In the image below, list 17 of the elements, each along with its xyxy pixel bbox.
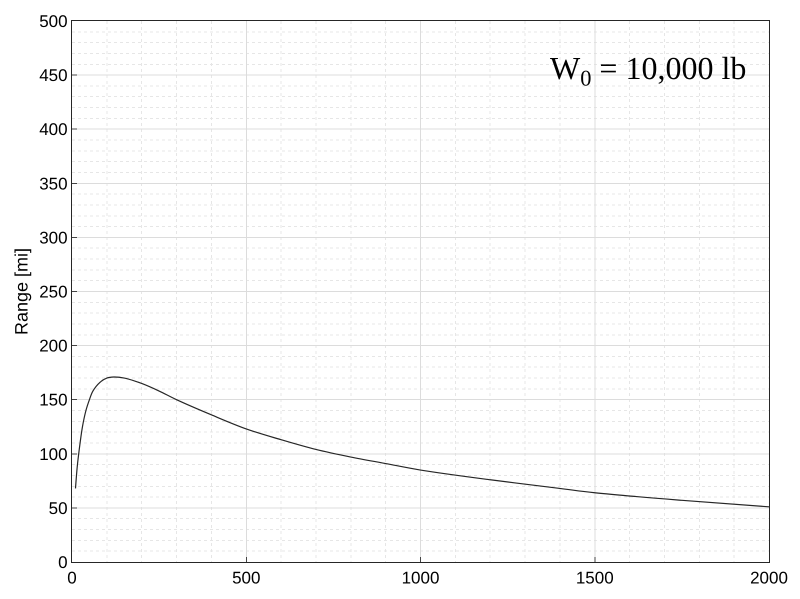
- y-tick-label: 50: [48, 498, 68, 518]
- y-tick-label: 0: [58, 552, 68, 572]
- y-tick-label: 200: [39, 336, 68, 356]
- y-tick-label: 450: [39, 66, 68, 86]
- y-tick-label: 300: [39, 228, 68, 248]
- x-tick-label: 1000: [402, 568, 440, 588]
- annotation: W$_{0}$ = 10,000 lb: [550, 50, 746, 91]
- x-tick-label: 1500: [576, 568, 614, 588]
- y-tick-label: 100: [39, 444, 68, 464]
- y-tick-label: 400: [39, 120, 68, 140]
- y-tick-label: 350: [39, 174, 68, 194]
- y-tick-label: 500: [39, 12, 68, 31]
- y-axis-title: Range [mi]: [11, 248, 32, 336]
- y-tick-label: 150: [39, 390, 68, 410]
- x-tick-label: 500: [232, 568, 260, 588]
- x-tick-label: 2000: [750, 568, 788, 588]
- y-tick-label: 250: [39, 282, 68, 302]
